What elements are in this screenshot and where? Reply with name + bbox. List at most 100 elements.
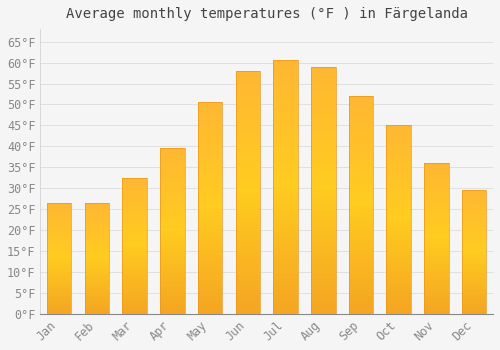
Bar — [198, 242, 222, 246]
Bar — [122, 208, 147, 210]
Bar — [47, 236, 72, 238]
Bar — [311, 245, 336, 250]
Bar — [274, 126, 298, 132]
Bar — [84, 285, 109, 287]
Bar — [348, 284, 374, 288]
Bar — [462, 223, 486, 225]
Bar — [47, 265, 72, 267]
Bar — [236, 154, 260, 159]
Bar — [462, 193, 486, 195]
Bar — [122, 270, 147, 273]
Bar — [462, 270, 486, 272]
Bar — [386, 276, 411, 280]
Bar — [311, 86, 336, 91]
Bar — [84, 270, 109, 272]
Bar — [311, 116, 336, 121]
Bar — [311, 299, 336, 304]
Bar — [274, 65, 298, 71]
Bar — [462, 198, 486, 200]
Bar — [236, 80, 260, 85]
Bar — [236, 260, 260, 265]
Bar — [274, 91, 298, 96]
Bar — [348, 161, 374, 166]
Bar — [462, 245, 486, 247]
Bar — [462, 200, 486, 203]
Bar — [122, 268, 147, 270]
Bar — [122, 273, 147, 276]
Bar — [386, 280, 411, 284]
Bar — [386, 167, 411, 171]
Bar — [160, 301, 184, 304]
Bar — [348, 248, 374, 253]
Bar — [424, 284, 448, 287]
Bar — [84, 218, 109, 220]
Bar — [424, 251, 448, 253]
Bar — [348, 105, 374, 109]
Bar — [198, 195, 222, 199]
Bar — [84, 274, 109, 276]
Bar — [424, 257, 448, 260]
Bar — [462, 250, 486, 252]
Bar — [462, 265, 486, 267]
Bar — [47, 212, 72, 214]
Bar — [311, 181, 336, 186]
Bar — [122, 289, 147, 292]
Bar — [122, 178, 147, 181]
Bar — [462, 284, 486, 287]
Bar — [160, 208, 184, 211]
Bar — [122, 254, 147, 257]
Bar — [47, 243, 72, 245]
Bar — [424, 311, 448, 314]
Bar — [348, 288, 374, 292]
Bar — [274, 228, 298, 233]
Bar — [348, 157, 374, 161]
Bar — [47, 285, 72, 287]
Bar — [348, 96, 374, 100]
Bar — [386, 159, 411, 163]
Bar — [122, 199, 147, 202]
Bar — [424, 175, 448, 178]
Bar — [424, 299, 448, 302]
Bar — [236, 115, 260, 120]
Bar — [198, 102, 222, 107]
Bar — [236, 207, 260, 212]
Bar — [198, 233, 222, 238]
Bar — [160, 215, 184, 218]
Bar — [386, 269, 411, 272]
Bar — [424, 272, 448, 275]
Bar — [311, 289, 336, 294]
Bar — [424, 190, 448, 193]
Bar — [198, 102, 222, 314]
Bar — [424, 217, 448, 220]
Bar — [236, 129, 260, 134]
Bar — [198, 221, 222, 225]
Bar — [84, 243, 109, 245]
Bar — [462, 195, 486, 198]
Bar — [198, 301, 222, 306]
Bar — [274, 61, 298, 314]
Bar — [348, 309, 374, 314]
Bar — [311, 270, 336, 274]
Bar — [462, 282, 486, 284]
Bar — [160, 205, 184, 208]
Bar — [462, 205, 486, 208]
Bar — [84, 258, 109, 261]
Bar — [462, 247, 486, 250]
Bar — [84, 312, 109, 314]
Bar — [160, 298, 184, 301]
Bar — [462, 257, 486, 259]
Bar — [386, 216, 411, 220]
Bar — [274, 258, 298, 263]
Bar — [198, 166, 222, 170]
Bar — [122, 281, 147, 284]
Bar — [236, 168, 260, 173]
Bar — [47, 207, 72, 210]
Bar — [311, 82, 336, 86]
Bar — [122, 238, 147, 240]
Bar — [122, 298, 147, 300]
Bar — [462, 307, 486, 309]
Bar — [348, 179, 374, 183]
Bar — [348, 205, 374, 209]
Bar — [424, 193, 448, 196]
Bar — [122, 284, 147, 287]
